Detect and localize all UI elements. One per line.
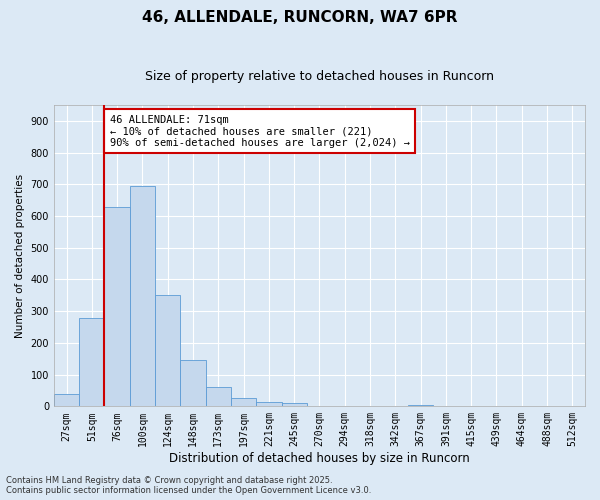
Bar — [281, 403, 307, 406]
Bar — [256, 402, 281, 406]
Bar — [206, 388, 231, 406]
Bar — [408, 404, 433, 406]
Bar — [231, 398, 256, 406]
Y-axis label: Number of detached properties: Number of detached properties — [15, 174, 25, 338]
Text: Contains HM Land Registry data © Crown copyright and database right 2025.
Contai: Contains HM Land Registry data © Crown c… — [6, 476, 371, 495]
Text: 46, ALLENDALE, RUNCORN, WA7 6PR: 46, ALLENDALE, RUNCORN, WA7 6PR — [142, 10, 458, 25]
Bar — [155, 296, 181, 406]
Bar — [79, 318, 104, 406]
Bar — [130, 186, 155, 406]
Bar — [54, 394, 79, 406]
Title: Size of property relative to detached houses in Runcorn: Size of property relative to detached ho… — [145, 70, 494, 83]
X-axis label: Distribution of detached houses by size in Runcorn: Distribution of detached houses by size … — [169, 452, 470, 465]
Bar — [181, 360, 206, 406]
Text: 46 ALLENDALE: 71sqm
← 10% of detached houses are smaller (221)
90% of semi-detac: 46 ALLENDALE: 71sqm ← 10% of detached ho… — [110, 114, 410, 148]
Bar — [104, 206, 130, 406]
